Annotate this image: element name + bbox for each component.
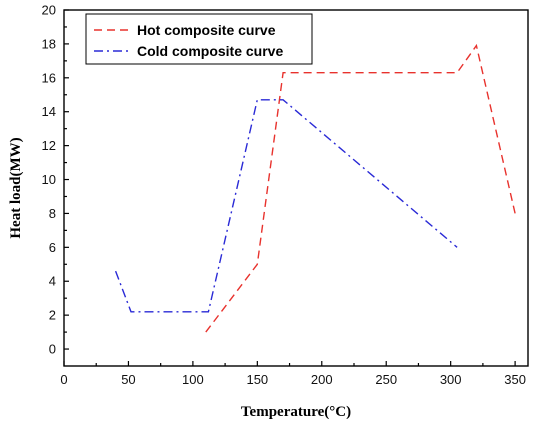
legend-label-0: Hot composite curve [137, 22, 276, 38]
y-tick-label-9: 18 [42, 36, 56, 51]
x-tick-label-4: 200 [311, 372, 333, 387]
x-tick-label-1: 50 [121, 372, 135, 387]
y-tick-label-2: 4 [49, 274, 56, 289]
legend-label-1: Cold composite curve [137, 43, 283, 59]
legend: Hot composite curve Cold composite curve [85, 13, 313, 65]
x-tick-label-2: 100 [182, 372, 204, 387]
y-axis: 0 2 4 6 8 10 12 14 16 18 20 [42, 3, 69, 357]
series-line-1 [114, 99, 458, 313]
plot-frame [63, 9, 529, 367]
y-axis-title: Heat load(MW) [8, 137, 24, 238]
y-tick-label-8: 16 [42, 70, 56, 85]
series-layer [114, 43, 516, 333]
y-tick-label-10: 20 [42, 3, 56, 18]
y-tick-label-0: 0 [49, 342, 56, 357]
x-axis-title: Temperature(°C) [241, 404, 351, 420]
y-tick-label-7: 14 [42, 104, 56, 119]
plot-area [63, 9, 529, 367]
x-axis: 0 50 100 150 200 250 300 350 [60, 361, 526, 387]
series-line-0 [205, 43, 516, 333]
x-tick-label-3: 150 [246, 372, 268, 387]
x-tick-label-5: 250 [375, 372, 397, 387]
y-tick-label-3: 6 [49, 240, 56, 255]
legend-box [85, 13, 313, 65]
y-tick-label-6: 12 [42, 138, 56, 153]
x-tick-label-0: 0 [60, 372, 67, 387]
y-tick-label-4: 8 [49, 206, 56, 221]
y-tick-label-5: 10 [42, 172, 56, 187]
x-tick-label-6: 300 [440, 372, 462, 387]
x-tick-label-7: 350 [504, 372, 526, 387]
y-tick-label-1: 2 [49, 308, 56, 323]
